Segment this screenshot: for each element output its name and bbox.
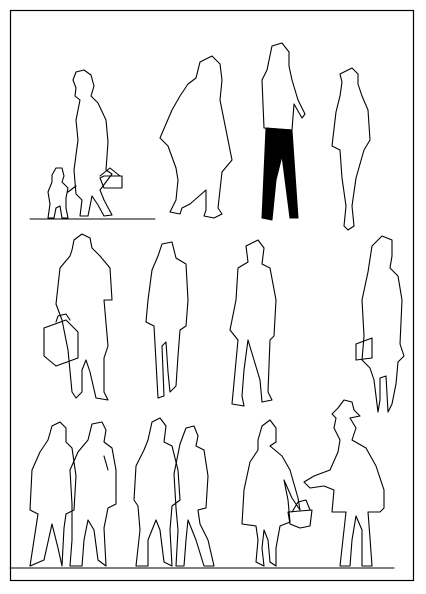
standing-slim-figure <box>331 67 371 231</box>
man-with-briefcase <box>43 233 113 401</box>
man-hands-in-pockets <box>145 241 189 399</box>
walking-figure-in-coat <box>159 55 233 219</box>
woman-with-bag <box>355 235 405 413</box>
man-in-hat-and-coat <box>303 399 385 567</box>
group-of-four <box>29 417 215 567</box>
man-in-jacket-walking <box>229 239 277 407</box>
woman-with-basket <box>241 419 313 567</box>
sheet-border <box>9 9 415 582</box>
man-in-dark-trousers <box>261 42 306 221</box>
woman-with-child-and-handbag <box>47 69 123 219</box>
